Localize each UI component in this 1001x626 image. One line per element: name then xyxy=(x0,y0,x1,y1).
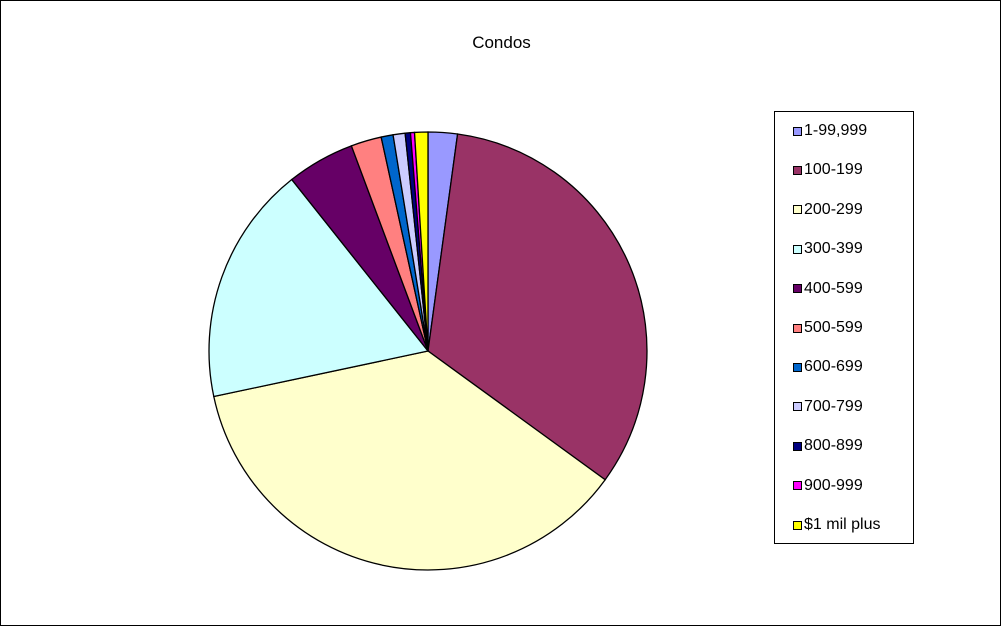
legend-label: 1-99,999 xyxy=(804,122,868,139)
pie-slice-1-mil-plus xyxy=(413,131,429,352)
legend-item: $1 mil plus xyxy=(793,515,880,535)
legend-item: 200-299 xyxy=(793,200,863,220)
legend-swatch xyxy=(793,244,802,254)
chart-title: Condos xyxy=(472,33,531,52)
legend-label: 400-599 xyxy=(804,279,863,297)
legend-item: 900-999 xyxy=(793,476,863,496)
legend-swatch xyxy=(793,362,802,372)
legend-swatch xyxy=(793,284,802,294)
legend-item: 1-99,999 xyxy=(793,121,867,141)
legend-label: 100-199 xyxy=(804,161,863,179)
legend-label: 300-399 xyxy=(804,240,863,258)
pie-slice-200-299 xyxy=(213,350,607,571)
legend-label: 200-299 xyxy=(804,200,863,218)
legend-label: 800-899 xyxy=(804,437,863,455)
pie-slice-300-399 xyxy=(208,178,430,398)
legend-label: 500-599 xyxy=(804,319,863,336)
legend-item: 600-699 xyxy=(793,357,863,377)
legend: 1-99,999 100-199 200-299 300-399 400-599 500-… xyxy=(774,111,914,544)
legend-swatch xyxy=(793,402,802,412)
legend-label: 700-799 xyxy=(804,397,863,415)
legend-item: 400-599 xyxy=(793,279,863,299)
legend-swatch xyxy=(793,441,802,451)
legend-swatch xyxy=(793,126,802,136)
legend-label: 900-999 xyxy=(804,476,863,494)
legend-item: 300-399 xyxy=(793,239,863,259)
pie-slice-100-199 xyxy=(427,133,648,481)
legend-item: 100-199 xyxy=(793,160,863,180)
legend-swatch xyxy=(793,520,802,530)
legend-label: $1 mil plus xyxy=(804,516,881,533)
legend-swatch xyxy=(793,481,802,491)
legend-item: 500-599 xyxy=(793,318,863,338)
legend-swatch xyxy=(793,323,802,333)
legend-item: 800-899 xyxy=(793,436,863,456)
legend-item: 700-799 xyxy=(793,397,863,417)
legend-swatch xyxy=(793,165,802,175)
legend-label: 600-699 xyxy=(804,358,863,376)
legend-swatch xyxy=(793,205,802,215)
